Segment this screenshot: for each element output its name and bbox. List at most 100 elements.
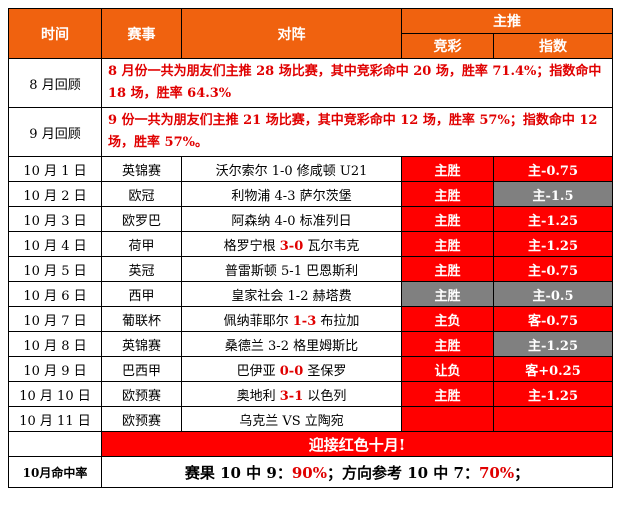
row-index-handicap: 主-0.5	[493, 281, 613, 307]
table-row: 10 月 9 日巴西甲 巴伊亚 0-0 圣保罗 让负 客+0.25	[8, 356, 613, 382]
table-row: 10 月 5 日英冠 普雷斯顿 5-1 巴恩斯利 主胜 主-0.75	[8, 256, 613, 282]
row-index-handicap: 主-0.75	[493, 256, 613, 282]
table-row: 10 月 2 日欧冠 利物浦 4-3 萨尔茨堡 主胜 主-1.5	[8, 181, 613, 207]
row-match: 格罗宁根 3-0 瓦尔韦克	[181, 231, 402, 257]
row-league: 欧预赛	[101, 381, 182, 407]
row-jingcai-pick: 主胜	[401, 231, 494, 257]
row-date: 10 月 4 日	[8, 231, 102, 257]
row-score: 3-2	[268, 338, 289, 354]
table-row: 10 月 7 日葡联杯 佩纳菲耶尔 1-3 布拉加 主负 客-0.75	[8, 306, 613, 332]
rate-label: 10月命中率	[8, 456, 102, 488]
row-score: VS	[282, 413, 301, 429]
row-index-handicap: 客-0.75	[493, 306, 613, 332]
row-jingcai-pick: 主胜	[401, 156, 494, 182]
table-row: 10 月 6 日西甲 皇家社会 1-2 赫塔费 主胜 主-0.5	[8, 281, 613, 307]
row-home-team: 利物浦	[231, 188, 271, 204]
row-score: 4-0	[274, 213, 296, 229]
row-home-team: 巴伊亚	[236, 363, 276, 379]
row-jingcai-pick: 主胜	[401, 381, 494, 407]
row-index-handicap	[493, 406, 613, 432]
table-row: 10 月 11 日欧预赛 乌克兰 VS 立陶宛	[8, 406, 613, 432]
row-date: 10 月 2 日	[8, 181, 102, 207]
row-away-team: 巴恩斯利	[306, 263, 359, 279]
row-league: 荷甲	[101, 231, 182, 257]
row-home-team: 佩纳菲耶尔	[223, 313, 289, 329]
header-main-pick: 主推	[401, 8, 613, 34]
row-jingcai-pick: 主胜	[401, 181, 494, 207]
row-away-team: 格里姆斯比	[293, 338, 359, 354]
row-home-team: 乌克兰	[239, 413, 279, 429]
row-away-team: 立陶宛	[304, 413, 344, 429]
row-match: 桑德兰 3-2 格里姆斯比	[181, 331, 402, 357]
row-league: 西甲	[101, 281, 182, 307]
table-row: 10 月 8 日英锦赛 桑德兰 3-2 格里姆斯比 主胜 主-1.25	[8, 331, 613, 357]
row-away-team: 瓦尔韦克	[307, 238, 360, 254]
review-september-label: 9 月回顾	[8, 107, 102, 157]
row-index-handicap: 客+0.25	[493, 356, 613, 382]
row-away-team: 布拉加	[320, 313, 360, 329]
review-august-text: 8 月份一共为朋友们主推 28 场比赛，其中竞彩命中 20 场，胜率 71.4%…	[101, 58, 613, 108]
row-date: 10 月 1 日	[8, 156, 102, 182]
header-match: 对阵	[181, 8, 402, 59]
rate-value-2: 70%	[478, 463, 515, 482]
row-away-team: 标准列日	[299, 213, 352, 229]
row-index-handicap: 主-0.75	[493, 156, 613, 182]
row-match: 沃尔索尔 1-0 修咸顿 U21	[181, 156, 402, 182]
row-league: 欧预赛	[101, 406, 182, 432]
table-row: 10 月 10 日欧预赛 奥地利 3-1 以色列 主胜 主-1.25	[8, 381, 613, 407]
row-home-team: 格罗宁根	[223, 238, 276, 254]
row-index-handicap: 主-1.25	[493, 206, 613, 232]
row-away-team: 以色列	[307, 388, 347, 404]
row-away-team: 修咸顿 U21	[296, 163, 368, 179]
row-date: 10 月 8 日	[8, 331, 102, 357]
row-date: 10 月 7 日	[8, 306, 102, 332]
header-league: 赛事	[101, 8, 182, 59]
row-jingcai-pick: 主负	[401, 306, 494, 332]
rate-part-2: ；方向参考 10 中 7：	[326, 463, 479, 482]
rate-summary: 赛果 10 中 9：90%；方向参考 10 中 7：70%；	[101, 456, 613, 488]
row-score: 3-0	[279, 238, 304, 254]
row-jingcai-pick: 主胜	[401, 331, 494, 357]
table-row: 10 月 3 日欧罗巴 阿森纳 4-0 标准列日 主胜 主-1.25	[8, 206, 613, 232]
row-league: 欧罗巴	[101, 206, 182, 232]
table-row: 10 月 4 日荷甲 格罗宁根 3-0 瓦尔韦克 主胜 主-1.25	[8, 231, 613, 257]
row-match: 阿森纳 4-0 标准列日	[181, 206, 402, 232]
row-league: 巴西甲	[101, 356, 182, 382]
row-score: 1-3	[292, 313, 317, 329]
row-jingcai-pick	[401, 406, 494, 432]
row-jingcai-pick: 让负	[401, 356, 494, 382]
row-home-team: 普雷斯顿	[224, 263, 277, 279]
row-league: 英锦赛	[101, 331, 182, 357]
row-date: 10 月 10 日	[8, 381, 102, 407]
row-score: 4-3	[274, 188, 296, 204]
row-jingcai-pick: 主胜	[401, 206, 494, 232]
row-index-handicap: 主-1.25	[493, 381, 613, 407]
row-match: 乌克兰 VS 立陶宛	[181, 406, 402, 432]
row-home-team: 皇家社会	[231, 288, 284, 304]
row-score: 1-2	[287, 288, 309, 304]
row-home-team: 阿森纳	[231, 213, 271, 229]
row-score: 1-0	[271, 163, 293, 179]
row-away-team: 圣保罗	[307, 363, 347, 379]
row-date: 10 月 5 日	[8, 256, 102, 282]
row-match: 佩纳菲耶尔 1-3 布拉加	[181, 306, 402, 332]
row-jingcai-pick: 主胜	[401, 281, 494, 307]
row-home-team: 奥地利	[236, 388, 276, 404]
row-away-team: 赫塔费	[312, 288, 352, 304]
row-date: 10 月 11 日	[8, 406, 102, 432]
row-index-handicap: 主-1.25	[493, 331, 613, 357]
row-date: 10 月 6 日	[8, 281, 102, 307]
row-score: 0-0	[279, 363, 304, 379]
row-match: 利物浦 4-3 萨尔茨堡	[181, 181, 402, 207]
picks-table: 时间 赛事 对阵 主推 竞彩 指数 8 月回顾 8 月份一共为朋友们主推 28 …	[8, 8, 613, 488]
row-home-team: 桑德兰	[224, 338, 264, 354]
table-row: 10 月 1 日英锦赛 沃尔索尔 1-0 修咸顿 U21 主胜 主-0.75	[8, 156, 613, 182]
row-home-team: 沃尔索尔	[215, 163, 268, 179]
row-league: 英冠	[101, 256, 182, 282]
row-match: 奥地利 3-1 以色列	[181, 381, 402, 407]
header-jingcai: 竞彩	[401, 33, 494, 59]
row-away-team: 萨尔茨堡	[299, 188, 352, 204]
banner-blank	[8, 431, 102, 457]
row-score: 5-1	[281, 263, 302, 279]
row-match: 巴伊亚 0-0 圣保罗	[181, 356, 402, 382]
